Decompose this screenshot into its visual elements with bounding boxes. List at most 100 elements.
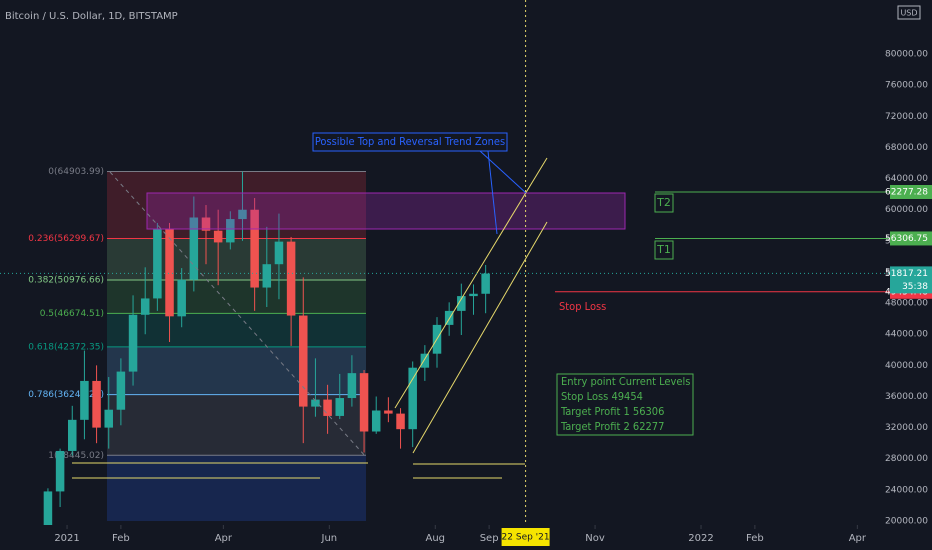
fib-band	[107, 171, 366, 239]
candle-body	[335, 398, 344, 416]
currency[interactable]: USD	[900, 9, 917, 18]
candle-body	[457, 296, 466, 311]
crosshair-box	[501, 528, 550, 546]
stop-loss-label: Stop Loss	[559, 300, 606, 313]
entry-line: Target Profit 2 62277	[560, 420, 664, 433]
y-tick-label: 80000.00	[885, 50, 928, 60]
entry-line: Entry point Current Levels	[561, 375, 690, 388]
candle-body	[165, 229, 174, 317]
x-tick-label: 2022	[688, 533, 713, 544]
price-tag	[890, 231, 932, 246]
arrow	[487, 150, 498, 235]
candle-body	[104, 409, 113, 428]
y-tick-label: 68000.00	[885, 143, 928, 153]
channel-lower	[412, 221, 548, 454]
countdown: 35:38	[902, 282, 928, 292]
note-text: Possible Top and Reversal Trend Zones	[315, 135, 505, 148]
candle-body	[262, 264, 272, 288]
candle-body	[92, 380, 101, 428]
candle-body	[408, 367, 417, 430]
y-tick-label: 64000.00	[885, 174, 928, 184]
candle-body	[250, 209, 259, 288]
crosshair-label: 22 Sep '21	[502, 533, 550, 543]
candle-body	[396, 413, 405, 430]
fib-band	[107, 279, 366, 314]
currency-box[interactable]	[897, 5, 921, 20]
candle-body	[153, 229, 162, 299]
x-tick-label: Apr	[849, 533, 867, 544]
candle-body	[481, 273, 490, 294]
x-tick-label: Feb	[746, 533, 764, 544]
y-tick-label: 20000.00	[885, 517, 928, 527]
entry-line: Target Profit 1 56306	[560, 405, 664, 418]
y-tick-label: 40000.00	[885, 361, 928, 371]
candle-body	[371, 410, 381, 432]
channel-upper	[394, 157, 548, 409]
fibonacci: 0(64903.99) 0.236(56299.67) 0.382(50976.66…	[28, 167, 366, 521]
time-axis	[0, 525, 932, 550]
x-tick-label: 2021	[54, 533, 79, 544]
candle-body	[226, 219, 235, 243]
candles	[43, 171, 490, 529]
candle-body	[128, 314, 138, 372]
x-tick-label: Aug	[426, 533, 446, 544]
fib-band	[107, 455, 366, 521]
candle-body	[274, 241, 284, 265]
fib-band	[107, 394, 366, 456]
fib-label: 0.382(50976.66)	[28, 275, 104, 285]
last-price-tag	[890, 266, 932, 294]
fib-label: 0.618(42372.35)	[28, 342, 104, 352]
y-tick-label: 44000.00	[885, 330, 928, 340]
entry-box	[556, 373, 694, 436]
reversal-zone	[146, 192, 626, 230]
fib-label: 0.5(46674.51)	[40, 309, 104, 319]
fib-label: 1(28445.02)	[48, 451, 104, 461]
y-tick-label: 72000.00	[885, 112, 928, 122]
candle-body	[189, 217, 199, 280]
entry-line: Stop Loss 49454	[561, 390, 643, 403]
arrow	[479, 150, 527, 194]
price-tag-label: 56306.75	[885, 234, 928, 244]
note-box	[312, 132, 508, 152]
y-tick-label: 36000.00	[885, 392, 928, 402]
candle-body	[299, 315, 308, 407]
candle-body	[469, 293, 478, 297]
y-tick-label: 28000.00	[885, 454, 928, 464]
drawings: Possible Top and Reversal Trend Zones T2…	[72, 132, 694, 479]
fib-label: 0(64903.99)	[48, 167, 104, 177]
y-tick-label: 24000.00	[885, 485, 928, 495]
price-tag-label: 62277.28	[885, 188, 928, 198]
candle-body	[420, 353, 430, 368]
candle-body	[286, 241, 296, 316]
y-tick-label: 76000.00	[885, 81, 928, 91]
fib-label: 0.786(36247.24)	[28, 390, 104, 400]
x-tick-label: Nov	[585, 533, 605, 544]
t1-box	[654, 240, 674, 260]
candle-body	[359, 373, 369, 432]
t2-box	[654, 193, 674, 213]
symbol: Bitcoin / U.S. Dollar, 1D, BITSTAMP	[5, 11, 178, 22]
candle-body	[201, 217, 211, 231]
x-tick-label: Sep	[480, 533, 499, 544]
candle-body	[238, 209, 247, 220]
candle-body	[68, 419, 77, 451]
candle-body	[444, 310, 454, 325]
y-tick-label: 60000.00	[885, 205, 928, 215]
candle-body	[384, 410, 393, 414]
candle-body	[177, 279, 186, 317]
x-tick-label: Feb	[112, 533, 130, 544]
last-price-label: 51817.21	[885, 269, 928, 279]
candle-body	[213, 230, 223, 243]
y-tick-label: 48000.00	[885, 299, 928, 309]
fib-band	[107, 313, 366, 347]
price-tag	[890, 185, 932, 200]
candle-body	[140, 298, 150, 315]
candle-body	[311, 399, 320, 407]
fib-band	[107, 346, 366, 395]
y-tick-label: 32000.00	[885, 423, 928, 433]
t1-label: T1	[656, 243, 671, 256]
candle-body	[43, 491, 53, 528]
candle-body	[347, 373, 357, 399]
